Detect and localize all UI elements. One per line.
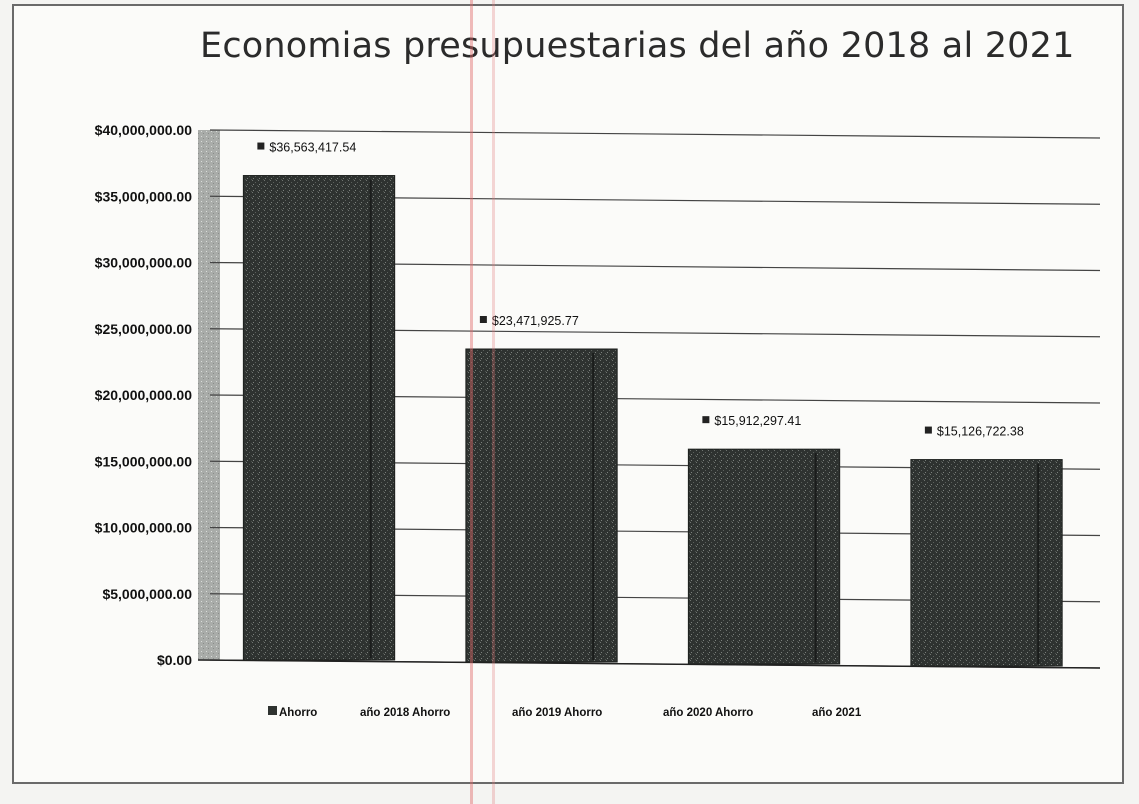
y-tick-label: $20,000,000.00 [95, 387, 193, 403]
data-label: $36,563,417.54 [269, 141, 356, 155]
y-tick-label: $30,000,000.00 [95, 255, 193, 271]
red-pen-mark [492, 0, 495, 804]
y-tick-label: $0.00 [157, 652, 192, 668]
y-tick-label: $25,000,000.00 [95, 321, 193, 337]
data-label: $15,912,297.41 [714, 414, 801, 428]
data-label-marker [924, 426, 932, 434]
y-tick-label: $40,000,000.00 [95, 122, 193, 138]
legend: Ahorro año 2018 Ahorro año 2019 Ahorro año … [268, 706, 862, 719]
y-axis: $0.00 $5,000,000.00 $10,000,000.00 $15,000,… [95, 122, 193, 668]
legend-item: año 2020 Ahorro [663, 707, 753, 719]
red-pen-mark [470, 0, 473, 804]
bars [242, 175, 1063, 667]
y-tick-label: $10,000,000.00 [95, 520, 193, 536]
bar [242, 175, 396, 661]
bar [687, 448, 841, 665]
legend-item: año 2019 Ahorro [512, 707, 602, 719]
gridline [209, 129, 1101, 139]
x-axis-line [197, 659, 1101, 669]
y-tick-label: $15,000,000.00 [95, 453, 193, 469]
data-label-marker [479, 315, 487, 323]
bar [910, 459, 1063, 667]
data-label: $15,126,722.38 [937, 425, 1024, 439]
legend-item: año 2018 Ahorro [360, 707, 450, 719]
chart-title: Economias presupuestarias del año 2018 a… [200, 26, 1075, 66]
data-labels: $36,563,417.54 $23,471,925.77 $15,912,297.… [257, 141, 1024, 439]
data-label: $23,471,925.77 [492, 314, 579, 328]
legend-item: Ahorro [279, 707, 317, 719]
y-tick-label: $5,000,000.00 [102, 586, 192, 602]
data-label-marker [257, 142, 265, 150]
legend-swatch [268, 706, 277, 715]
bar [465, 348, 618, 663]
y-tick-label: $35,000,000.00 [95, 188, 193, 204]
data-label-marker [702, 416, 710, 424]
legend-item: año 2021 [812, 707, 862, 719]
